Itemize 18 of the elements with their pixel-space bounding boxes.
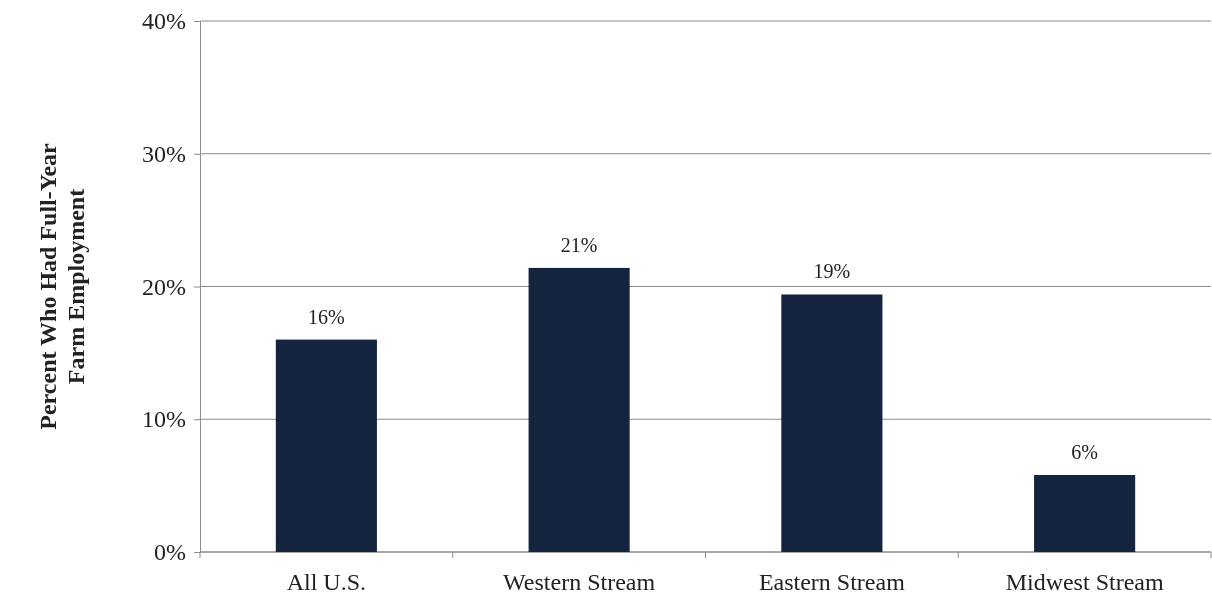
x-tick-label: Midwest Stream [1005,569,1164,595]
data-label: 16% [308,305,345,328]
data-label: 19% [813,260,851,283]
bar [528,267,630,552]
y-tick-label: 0% [154,539,186,566]
bar [781,294,883,552]
bar [1034,475,1136,552]
y-axis-title: Percent Who Had Full-Year Farm Employment [35,142,89,430]
y-tick-label: 30% [142,140,186,167]
data-label: 21% [560,233,598,256]
x-tick-label: All U.S. [286,569,367,595]
y-tick-label: 40% [142,8,186,35]
x-tick-label: Eastern Stream [758,569,906,595]
y-tick-label: 20% [142,273,186,300]
data-label: 6% [1071,441,1098,464]
x-tick-label: Western Stream [503,569,656,595]
y-tick-label: 10% [142,406,186,433]
bar [275,339,377,552]
